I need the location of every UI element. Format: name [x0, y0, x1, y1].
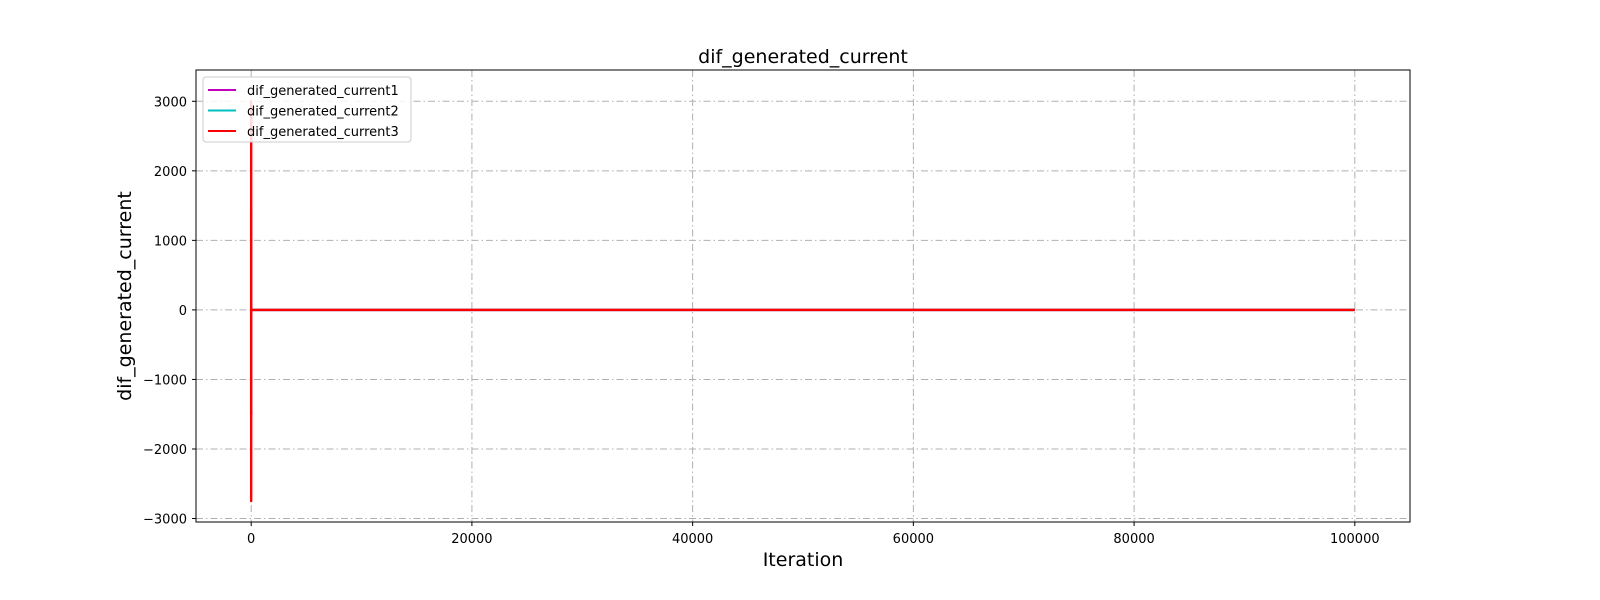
y-tick-label: −1000 [143, 373, 187, 388]
plot-frame [195, 69, 1411, 523]
chart-title: dif_generated_current [698, 46, 908, 68]
y-tick-label: −3000 [143, 513, 187, 528]
legend-box [202, 76, 412, 143]
x-tick-label: 60000 [893, 532, 934, 547]
y-tick-label: 3000 [154, 95, 187, 110]
x-tick-label: 80000 [1113, 532, 1154, 547]
x-axis-title: Iteration [763, 549, 844, 571]
x-tick-label: 0 [247, 532, 255, 547]
y-tick-label: −2000 [143, 443, 187, 458]
y-tick-label: 0 [179, 304, 187, 319]
y-tick-label: 2000 [154, 165, 187, 180]
x-tick-label: 20000 [451, 532, 492, 547]
y-axis-title: dif_generated_current [114, 191, 136, 401]
y-tick-label: 1000 [154, 234, 187, 249]
x-tick-label: 100000 [1330, 532, 1380, 547]
legend-label-3: dif_generated_current3 [247, 125, 399, 140]
x-tick-label: 40000 [672, 532, 713, 547]
legend-label-1: dif_generated_current1 [247, 84, 399, 99]
axis-ticks: 0 20000 40000 60000 80000 100000−3000−2000−10… [143, 95, 1380, 547]
legend-label-2: dif_generated_current2 [247, 105, 399, 120]
legend: dif_generated_current1 dif_generated_curr… [202, 76, 412, 143]
